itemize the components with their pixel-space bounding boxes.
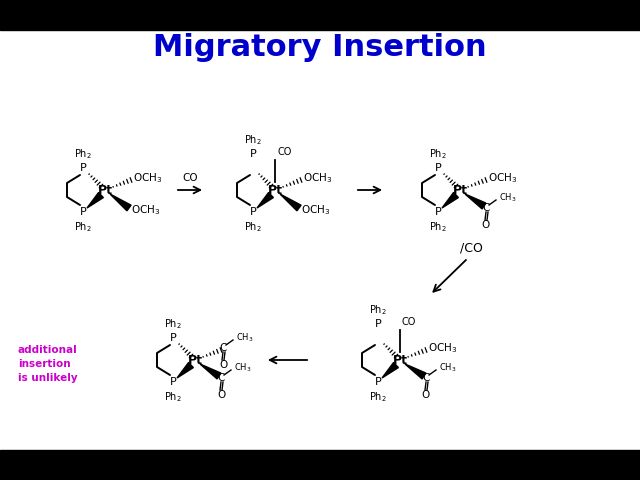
Text: Pt: Pt <box>188 353 202 367</box>
Polygon shape <box>382 362 398 378</box>
Bar <box>0 0 640 30</box>
Text: O: O <box>482 220 490 230</box>
Text: Ph$_2$: Ph$_2$ <box>429 147 447 161</box>
Text: Ph$_2$: Ph$_2$ <box>244 220 262 234</box>
Text: OCH$_3$: OCH$_3$ <box>303 171 332 185</box>
Text: CH$_3$: CH$_3$ <box>439 362 456 374</box>
Text: P: P <box>170 377 177 387</box>
Text: C: C <box>220 343 227 353</box>
Text: Ph$_2$: Ph$_2$ <box>164 390 182 404</box>
Polygon shape <box>87 192 104 208</box>
Text: OCH$_3$: OCH$_3$ <box>428 341 458 355</box>
Text: P: P <box>170 333 177 343</box>
Text: CH$_3$: CH$_3$ <box>236 332 253 344</box>
Polygon shape <box>110 194 131 211</box>
Text: P: P <box>250 149 257 159</box>
Text: Pt: Pt <box>97 183 113 196</box>
Text: additional
insertion
is unlikely: additional insertion is unlikely <box>18 345 77 383</box>
Text: O: O <box>422 390 430 400</box>
Text: P: P <box>435 163 442 173</box>
Text: /CO: /CO <box>460 241 483 254</box>
Polygon shape <box>405 364 426 379</box>
Text: P: P <box>435 207 442 217</box>
Text: C: C <box>218 373 225 383</box>
Text: CO: CO <box>277 147 291 157</box>
Text: C: C <box>422 373 429 383</box>
Text: OCH$_3$: OCH$_3$ <box>488 171 517 185</box>
Text: Ph$_2$: Ph$_2$ <box>74 220 92 234</box>
Text: Ph$_2$: Ph$_2$ <box>369 390 387 404</box>
Text: Ph$_2$: Ph$_2$ <box>164 317 182 331</box>
Text: P: P <box>79 207 86 217</box>
Text: Ph$_2$: Ph$_2$ <box>429 220 447 234</box>
Text: O: O <box>219 360 227 370</box>
Text: CH$_3$: CH$_3$ <box>234 362 252 374</box>
Polygon shape <box>442 192 458 208</box>
Text: Ph$_2$: Ph$_2$ <box>369 303 387 317</box>
Text: Pt: Pt <box>452 183 467 196</box>
Text: CH$_3$: CH$_3$ <box>499 192 516 204</box>
Text: P: P <box>374 377 381 387</box>
Polygon shape <box>177 362 193 378</box>
Text: Migratory Insertion: Migratory Insertion <box>153 34 487 62</box>
Text: OCH$_3$: OCH$_3$ <box>301 203 330 217</box>
Text: OCH$_3$: OCH$_3$ <box>131 203 161 217</box>
Text: P: P <box>79 163 86 173</box>
Text: O: O <box>217 390 225 400</box>
Text: CO: CO <box>182 173 198 183</box>
Text: Ph$_2$: Ph$_2$ <box>244 133 262 147</box>
Polygon shape <box>280 194 301 211</box>
Text: OCH$_3$: OCH$_3$ <box>133 171 163 185</box>
Polygon shape <box>465 194 486 209</box>
Text: P: P <box>374 319 381 329</box>
Text: P: P <box>250 207 257 217</box>
Polygon shape <box>200 364 221 379</box>
Text: Pt: Pt <box>392 353 408 367</box>
Text: Ph$_2$: Ph$_2$ <box>74 147 92 161</box>
Bar <box>0 450 640 480</box>
Polygon shape <box>257 192 273 208</box>
Text: C: C <box>483 203 490 213</box>
Text: CO: CO <box>402 317 417 327</box>
Text: Pt: Pt <box>268 183 282 196</box>
